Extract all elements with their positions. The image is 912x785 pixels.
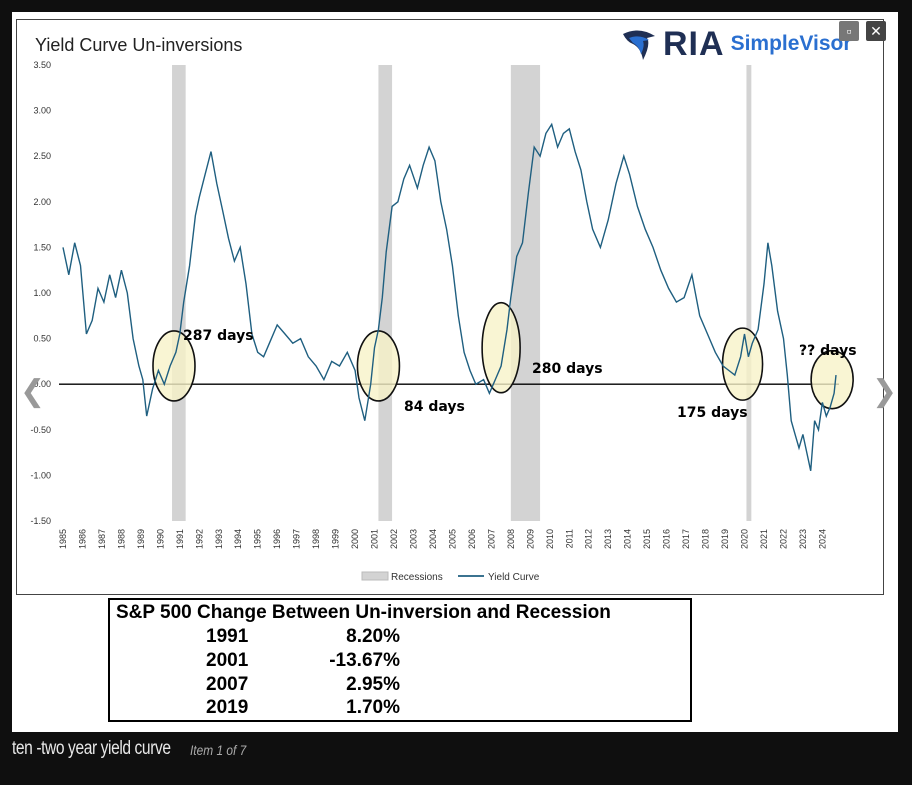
- yield-curve-chart: 3.50 3.00 2.50 2.00 1.50 1.00 0.50 0.00 -0.50 -1.…: [30, 60, 857, 583]
- legend-recessions-swatch: [361, 571, 389, 581]
- uninversion-ellipse: [481, 301, 521, 394]
- close-button[interactable]: ✕: [866, 21, 886, 41]
- table-title: S&P 500 Change Between Un-inversion and …: [116, 602, 611, 623]
- y-tick-label: 1.00: [33, 288, 51, 298]
- caption-title: ten -two year yield curve: [12, 738, 171, 759]
- brand-ria-text: RIA: [663, 24, 725, 63]
- eagle-logo-icon: [623, 30, 655, 60]
- recession-bar: [746, 65, 752, 521]
- x-tick-label: 2003: [408, 529, 418, 549]
- x-tick-label: 1998: [311, 529, 321, 549]
- x-tick-label: 2012: [584, 529, 594, 549]
- x-tick-label: 1988: [116, 529, 126, 549]
- uninversion-ellipse: [356, 330, 401, 402]
- recession-bar: [510, 65, 541, 521]
- x-tick-label: 2021: [759, 529, 769, 549]
- uninversion-ellipse: [810, 349, 854, 410]
- x-tick-label: 2000: [350, 529, 360, 549]
- table-row: 2001 -13.67%: [110, 650, 510, 674]
- x-tick-label: 1985: [58, 529, 68, 549]
- uninversion-ellipse: [721, 327, 764, 401]
- caption-item-count: Item 1 of 7: [190, 742, 247, 758]
- x-tick-label: 2013: [603, 529, 613, 549]
- x-tick-label: 2018: [701, 529, 711, 549]
- x-tick-label: 2016: [662, 529, 672, 549]
- x-tick-label: 2017: [681, 529, 691, 549]
- duration-annotation: 84 days: [404, 399, 465, 415]
- prev-arrow-icon[interactable]: ❮: [20, 374, 46, 409]
- chart-title: Yield Curve Un-inversions: [35, 35, 243, 55]
- yield-curve-line: [62, 122, 837, 471]
- recession-bar: [378, 65, 393, 521]
- recession-bar: [172, 65, 186, 521]
- duration-annotation: ?? days: [799, 343, 857, 359]
- x-tick-label: 2023: [798, 529, 808, 549]
- x-tick-label: 1990: [155, 529, 165, 549]
- x-tick-label: 2008: [506, 529, 516, 549]
- x-tick-label: 2001: [370, 529, 380, 549]
- table-value: -13.67%: [329, 650, 400, 671]
- brand-logo: RIA SimpleVisor: [621, 24, 852, 64]
- lightbox-frame: 3.50 3.00 2.50 2.00 1.50 1.00 0.50 0.00 -0.50 -1.…: [12, 12, 898, 732]
- x-tick-label: 2005: [447, 529, 457, 549]
- x-tick-label: 1991: [175, 529, 185, 549]
- x-tick-label: 2006: [467, 529, 477, 549]
- table-row: 2019 1.70%: [110, 697, 510, 721]
- x-tick-label: 2010: [545, 529, 555, 549]
- legend-yield-label: Yield Curve: [488, 572, 540, 583]
- x-tick-label: 2022: [778, 529, 788, 549]
- table-row: 2007 2.95%: [110, 674, 510, 698]
- caption: ten -two year yield curve Item 1 of 7: [12, 738, 246, 760]
- x-tick-label: 1994: [233, 529, 243, 549]
- table-year: 2007: [206, 674, 249, 695]
- brand-simplevisor-text: SimpleVisor: [730, 32, 852, 55]
- x-tick-label: 2015: [642, 529, 652, 549]
- y-tick-label: -1.00: [30, 470, 51, 480]
- y-tick-label: 3.00: [33, 106, 51, 116]
- y-tick-label: 1.50: [33, 242, 51, 252]
- table-year: 2001: [206, 650, 249, 671]
- table-row: 1991 8.20%: [110, 626, 510, 650]
- x-tick-label: 1995: [253, 529, 263, 549]
- x-tick-label: 2011: [564, 529, 574, 548]
- x-tick-label: 1993: [214, 529, 224, 549]
- legend-recessions-label: Recessions: [391, 572, 443, 583]
- table-year: 2019: [206, 697, 249, 718]
- y-tick-label: 0.50: [33, 334, 51, 344]
- y-tick-label: -1.50: [30, 516, 51, 526]
- x-tick-label: 2024: [817, 529, 827, 549]
- table-value: 8.20%: [346, 626, 400, 647]
- x-tick-label: 2019: [720, 529, 730, 549]
- x-tick-label: 1999: [331, 529, 341, 549]
- x-tick-label: 1992: [194, 529, 204, 549]
- y-tick-label: 0.00: [33, 379, 51, 389]
- sp500-change-table: S&P 500 Change Between Un-inversion and …: [108, 598, 692, 722]
- y-tick-label: 2.50: [33, 151, 51, 161]
- expand-button[interactable]: ▫: [839, 21, 859, 41]
- x-tick-label: 2004: [428, 529, 438, 549]
- x-tick-label: 2002: [389, 529, 399, 549]
- x-tick-label: 1989: [136, 529, 146, 549]
- next-arrow-icon[interactable]: ❯: [872, 374, 898, 409]
- x-tick-label: 2014: [623, 529, 633, 549]
- y-tick-label: 3.50: [33, 60, 51, 70]
- x-tick-label: 1996: [272, 529, 282, 549]
- x-tick-label: 1997: [292, 529, 302, 549]
- table-year: 1991: [206, 626, 249, 647]
- x-tick-label: 2007: [486, 529, 496, 549]
- duration-annotation: 280 days: [532, 361, 603, 377]
- x-tick-label: 2009: [525, 529, 535, 549]
- chart-container: 3.50 3.00 2.50 2.00 1.50 1.00 0.50 0.00 -0.50 -1.…: [16, 19, 884, 595]
- duration-annotation: 175 days: [677, 405, 748, 421]
- x-tick-label: 1986: [77, 529, 87, 549]
- duration-annotation: 287 days: [183, 328, 254, 344]
- x-tick-label: 1987: [97, 529, 107, 549]
- y-tick-label: 2.00: [33, 197, 51, 207]
- table-value: 2.95%: [346, 674, 400, 695]
- table-value: 1.70%: [346, 697, 400, 718]
- x-tick-label: 2020: [740, 529, 750, 549]
- y-tick-label: -0.50: [30, 425, 51, 435]
